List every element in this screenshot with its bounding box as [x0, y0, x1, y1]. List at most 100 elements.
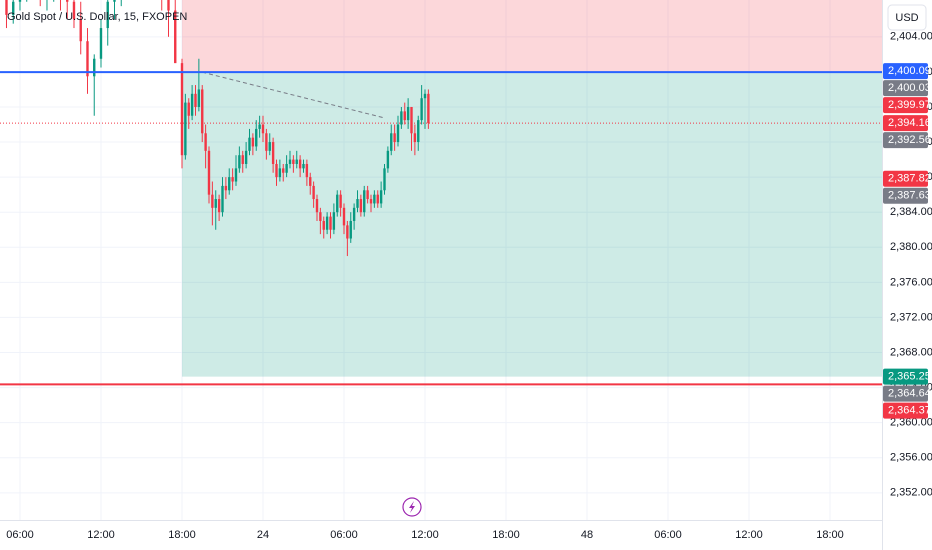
candle-body [86, 41, 89, 77]
y-tick-label: 2,372.00 [890, 311, 932, 323]
position-zones [181, 0, 882, 377]
y-tick-label: 2,352.00 [890, 487, 932, 499]
price-label-box [883, 63, 928, 80]
candle-body [79, 19, 82, 42]
candle-body [255, 128, 258, 147]
price-label-box [883, 97, 928, 114]
y-tick-label: 2,356.00 [890, 452, 932, 464]
grid [0, 0, 882, 520]
candle-body [187, 102, 190, 116]
candle-body [319, 212, 322, 221]
y-tick-label: 2,360.00 [890, 417, 932, 429]
candle-body [234, 168, 238, 182]
currency-box[interactable] [887, 4, 927, 31]
candle-body [285, 163, 288, 173]
candle-body [329, 216, 332, 230]
y-tick-label: 2,384.00 [890, 206, 932, 218]
candle-body [228, 177, 231, 191]
candle-body [312, 185, 315, 200]
candle-body [167, 0, 170, 11]
candle-body [376, 194, 379, 204]
candle-body [403, 111, 406, 121]
x-tick-label: 12:00 [87, 529, 115, 541]
y-tick-label: 2,376.00 [890, 276, 932, 288]
candle-body [248, 137, 251, 151]
stop-zone [181, 0, 882, 73]
price-label-box [883, 115, 928, 132]
candle-body [275, 163, 278, 178]
price-label: 2,387.63 [888, 190, 931, 202]
candle-body [231, 177, 234, 182]
candle-body [221, 185, 224, 213]
axes: 2,352.002,356.002,360.002,364.002,368.00… [6, 31, 932, 541]
price-label-box [883, 368, 928, 385]
candle-body [18, 0, 22, 2]
candle-body [417, 120, 420, 143]
candle-body [224, 185, 228, 191]
x-tick-label: 18:00 [168, 529, 196, 541]
candle-body [12, 1, 15, 15]
candle-body [66, 0, 69, 2]
candle-body [251, 137, 255, 147]
candle-body [302, 163, 305, 169]
candle-body [356, 199, 359, 208]
candle-body [315, 199, 319, 213]
x-tick-label: 06:00 [330, 529, 358, 541]
candle-body [201, 89, 204, 134]
price-label: 2,394.16 [888, 117, 931, 129]
x-tick-label: 12:00 [411, 529, 439, 541]
price-label: 2,364.37 [888, 405, 931, 417]
price-label: 2,364.64 [888, 388, 931, 400]
price-label-box [883, 187, 928, 204]
price-label-box [883, 385, 928, 402]
candle-body [295, 159, 298, 164]
candle-body [359, 199, 363, 213]
candle-body [261, 124, 265, 134]
x-tick-label: 48 [581, 529, 593, 541]
candle-body [406, 106, 410, 121]
candle-body [332, 212, 336, 230]
candle-body [322, 220, 325, 230]
candle-body [72, 1, 76, 20]
target-zone [181, 72, 882, 377]
price-label: 2,399.97 [888, 99, 931, 111]
candle-body [339, 194, 342, 208]
candle-body [346, 225, 349, 239]
candle-body [268, 142, 271, 151]
candle-body [336, 194, 339, 213]
candle-body [207, 150, 211, 195]
price-label: 2,387.82 [888, 173, 931, 185]
chart-title: Gold Spot / U.S. Dollar, 15, FXOPEN [7, 11, 187, 23]
price-label-box [883, 402, 928, 419]
currency-label[interactable]: USD [895, 12, 918, 24]
candle-body [278, 168, 282, 178]
candle-body [386, 150, 390, 169]
x-tick-label: 18:00 [492, 529, 520, 541]
lightning-icon[interactable] [402, 497, 422, 517]
candle-body [390, 133, 393, 151]
candle-body [174, 10, 177, 64]
candle-body [423, 93, 427, 99]
candle-body [282, 168, 285, 173]
candle-body [5, 0, 8, 15]
candle-body [93, 58, 96, 77]
candle-body [298, 159, 302, 169]
candle-body [180, 63, 184, 156]
candle-body [217, 199, 221, 213]
candle-body [400, 111, 403, 125]
candle-body [292, 159, 295, 164]
price-label: 2,365.25 [888, 371, 931, 383]
candle-body [288, 159, 292, 164]
candle-body [106, 1, 109, 29]
candle-body [352, 207, 356, 221]
candle-body [342, 207, 346, 226]
price-label-box [883, 80, 928, 97]
x-tick-label: 24 [257, 529, 269, 541]
y-tick-label: 2,380.00 [890, 241, 932, 253]
price-label: 2,400.09 [888, 65, 931, 77]
candle-body [305, 163, 309, 178]
candle-body [241, 155, 244, 164]
candle-body [309, 177, 312, 186]
